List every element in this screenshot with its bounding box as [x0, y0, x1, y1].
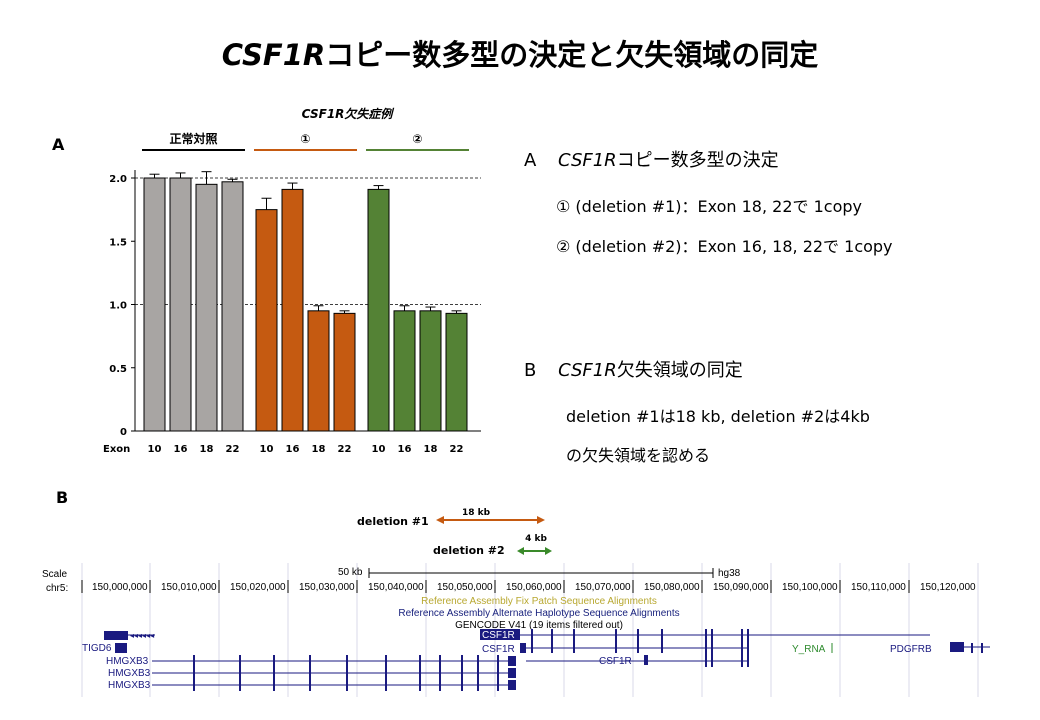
bar [307, 310, 330, 432]
bar [445, 312, 468, 432]
page-title: CSF1Rコピー数多型の決定と欠失領域の同定 [0, 32, 1040, 74]
deletion-2-arrowhead-left [517, 547, 524, 555]
gene-label-hmgxb3-1: HMGXB3 [106, 656, 149, 667]
deletion-region-line: の欠失領域を認める [566, 446, 711, 465]
x-tick-label: 16 [398, 444, 412, 455]
gene-hmgxb3: HMGXB3 HMGXB3 HMGXB3 [106, 655, 516, 691]
heading-a-prefix: A [524, 150, 543, 171]
group-label: ② [412, 132, 422, 146]
deletion-1-arrowhead-right [537, 516, 545, 524]
x-tick-label: 18 [424, 444, 438, 455]
chr-label: chr5: [46, 583, 68, 594]
gene-label-y-rna: Y_RNA [792, 644, 826, 655]
y-tick-label: 1.0 [109, 301, 127, 312]
x-tick-label: 16 [174, 444, 188, 455]
deletion-2-arrowhead-right [545, 547, 552, 555]
genome-browser: Scale chr5: 50 kb hg38 150,000,000 150,0… [42, 563, 992, 697]
pos-tick: 150,060,000 [506, 582, 562, 593]
gene-label-hmgxb3-3: HMGXB3 [108, 680, 151, 691]
pos-tick: 150,040,000 [368, 582, 424, 593]
x-tick-label: 10 [260, 444, 274, 455]
gene-csf1r: CSF1R CSF1R CSF1R [480, 629, 930, 667]
bar [195, 183, 218, 432]
pos-tick: 150,010,000 [161, 582, 217, 593]
bar [367, 188, 390, 432]
heading-b-prefix: B [524, 360, 543, 381]
gene-label-csf1r-1: CSF1R [482, 630, 515, 641]
position-ticks: 150,000,000 150,010,000 150,020,000 150,… [92, 582, 976, 593]
pos-tick: 150,000,000 [92, 582, 148, 593]
bar [255, 209, 278, 432]
scale-value: 50 kb [338, 567, 363, 578]
pos-tick: 150,100,000 [782, 582, 838, 593]
track-alt-haplotype: Reference Assembly Alternate Haplotype S… [398, 608, 679, 619]
gene-label-csf1r-2: CSF1R [482, 644, 515, 655]
x-tick-label: 10 [148, 444, 162, 455]
assembly-label: hg38 [718, 568, 741, 579]
deletion-1-arrowhead-left [436, 516, 444, 524]
y-tick-label: 1.5 [109, 237, 127, 248]
scale-label: Scale [42, 569, 67, 580]
position-tick-marks [81, 580, 910, 593]
heading-b-rest: 欠失領域の同定 [616, 360, 743, 381]
svg-text:◂◂◂◂◂◂: ◂◂◂◂◂◂ [130, 631, 154, 640]
gene-tigd6: ◂◂◂◂◂◂ TIGD6 [82, 631, 155, 654]
pos-tick: 150,090,000 [713, 582, 769, 593]
chart-header: CSF1R欠失症例 [302, 107, 395, 121]
x-tick-label: 22 [450, 444, 464, 455]
x-tick-label: 10 [372, 444, 386, 455]
deletion-size-line: deletion #1は18 kb, deletion #2は4kb [566, 407, 870, 426]
bar [419, 310, 442, 432]
bar [281, 188, 304, 432]
x-tick-label: 18 [200, 444, 214, 455]
group-label: ① [300, 132, 310, 146]
pos-tick: 150,020,000 [230, 582, 286, 593]
pos-tick: 150,050,000 [437, 582, 493, 593]
gene-label-csf1r-3: CSF1R [599, 656, 632, 667]
gene-label-pdgfrb: PDGFRB [890, 644, 932, 655]
x-axis-label: Exon [103, 444, 130, 455]
x-tick-label: 22 [226, 444, 240, 455]
result-line-1: ① (deletion #1)：Exon 18, 22で 1copy [556, 197, 862, 216]
deletion-2-size: 4 kb [525, 534, 547, 544]
pos-tick: 150,120,000 [920, 582, 976, 593]
deletion-arrows: 18 kb deletion #1 4 kb deletion #2 [357, 508, 552, 557]
deletion-2-label: deletion #2 [433, 544, 505, 557]
track-gencode: GENCODE V41 (19 items filtered out) [455, 620, 623, 631]
y-tick-label: 2.0 [109, 174, 127, 185]
gene-pdgfrb: PDGFRB [890, 642, 990, 655]
heading-a-italic: CSF1R [558, 150, 617, 171]
x-tick-label: 22 [338, 444, 352, 455]
deletion-1-label: deletion #1 [357, 515, 429, 528]
gene-label-tigd6: TIGD6 [82, 643, 112, 654]
bar [393, 310, 416, 432]
pos-tick: 150,070,000 [575, 582, 631, 593]
bar [143, 177, 166, 432]
gene-label-hmgxb3-2: HMGXB3 [108, 668, 151, 679]
group-label: 正常対照 [169, 131, 217, 146]
result-line-2: ② (deletion #2)：Exon 16, 18, 22で 1copy [556, 237, 893, 256]
y-tick-label: 0.5 [109, 364, 127, 375]
x-tick-label: 18 [312, 444, 326, 455]
pos-tick: 150,110,000 [851, 582, 906, 593]
bar [221, 181, 244, 432]
heading-a: A CSF1Rコピー数多型の決定 [524, 146, 779, 172]
pos-tick: 150,030,000 [299, 582, 355, 593]
pos-tick: 150,080,000 [644, 582, 700, 593]
heading-b: B CSF1R欠失領域の同定 [524, 356, 743, 382]
y-tick-label: 0 [120, 427, 127, 438]
bar [333, 312, 356, 432]
title-rest: コピー数多型の決定と欠失領域の同定 [325, 38, 819, 72]
heading-b-italic: CSF1R [558, 360, 617, 381]
track-fix-patch: Reference Assembly Fix Patch Sequence Al… [421, 596, 657, 607]
panel-a-label: A [52, 135, 65, 154]
panel-b-label: B [56, 488, 69, 507]
title-italic: CSF1R [221, 38, 326, 72]
gene-y-rna: Y_RNA [792, 643, 833, 655]
bar [169, 177, 192, 432]
deletion-1-size: 18 kb [462, 508, 491, 518]
x-tick-label: 16 [286, 444, 300, 455]
heading-a-rest: コピー数多型の決定 [616, 150, 779, 171]
